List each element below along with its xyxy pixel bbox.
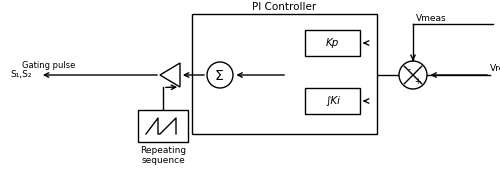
Bar [192,14,377,134]
Text: Σ: Σ [214,69,224,83]
Text: +: + [414,77,420,86]
Circle shape [399,61,427,89]
Text: S₁,S₂: S₁,S₂ [10,70,32,79]
Circle shape [207,62,233,88]
Text: Vref: Vref [490,64,500,73]
Text: Gating pulse: Gating pulse [22,61,76,69]
Bar [305,30,360,56]
Text: Repeating
sequence: Repeating sequence [140,146,186,165]
Text: PI Controller: PI Controller [252,2,316,12]
Text: -: - [408,66,410,75]
Text: Kp: Kp [326,38,339,48]
Bar [138,110,188,142]
Text: Vmeas: Vmeas [416,14,446,23]
Bar [305,88,360,114]
Text: ∫Ki: ∫Ki [325,96,340,106]
Polygon shape [160,63,180,87]
